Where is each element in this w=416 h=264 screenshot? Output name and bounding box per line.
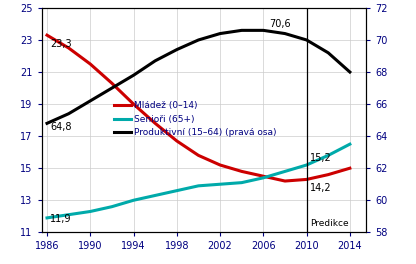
Text: 15,2: 15,2	[310, 153, 332, 163]
Text: 14,2: 14,2	[310, 183, 332, 194]
Text: 64,8: 64,8	[50, 122, 72, 132]
Text: 70,6: 70,6	[269, 19, 290, 29]
Text: 23,3: 23,3	[50, 39, 72, 49]
Text: Predikce: Predikce	[310, 219, 349, 228]
Text: 11,9: 11,9	[50, 214, 72, 224]
Legend: Mládež (0–14), Senioři (65+), Produktivní (15–64) (pravá osa): Mládež (0–14), Senioři (65+), Produktivn…	[111, 98, 280, 141]
